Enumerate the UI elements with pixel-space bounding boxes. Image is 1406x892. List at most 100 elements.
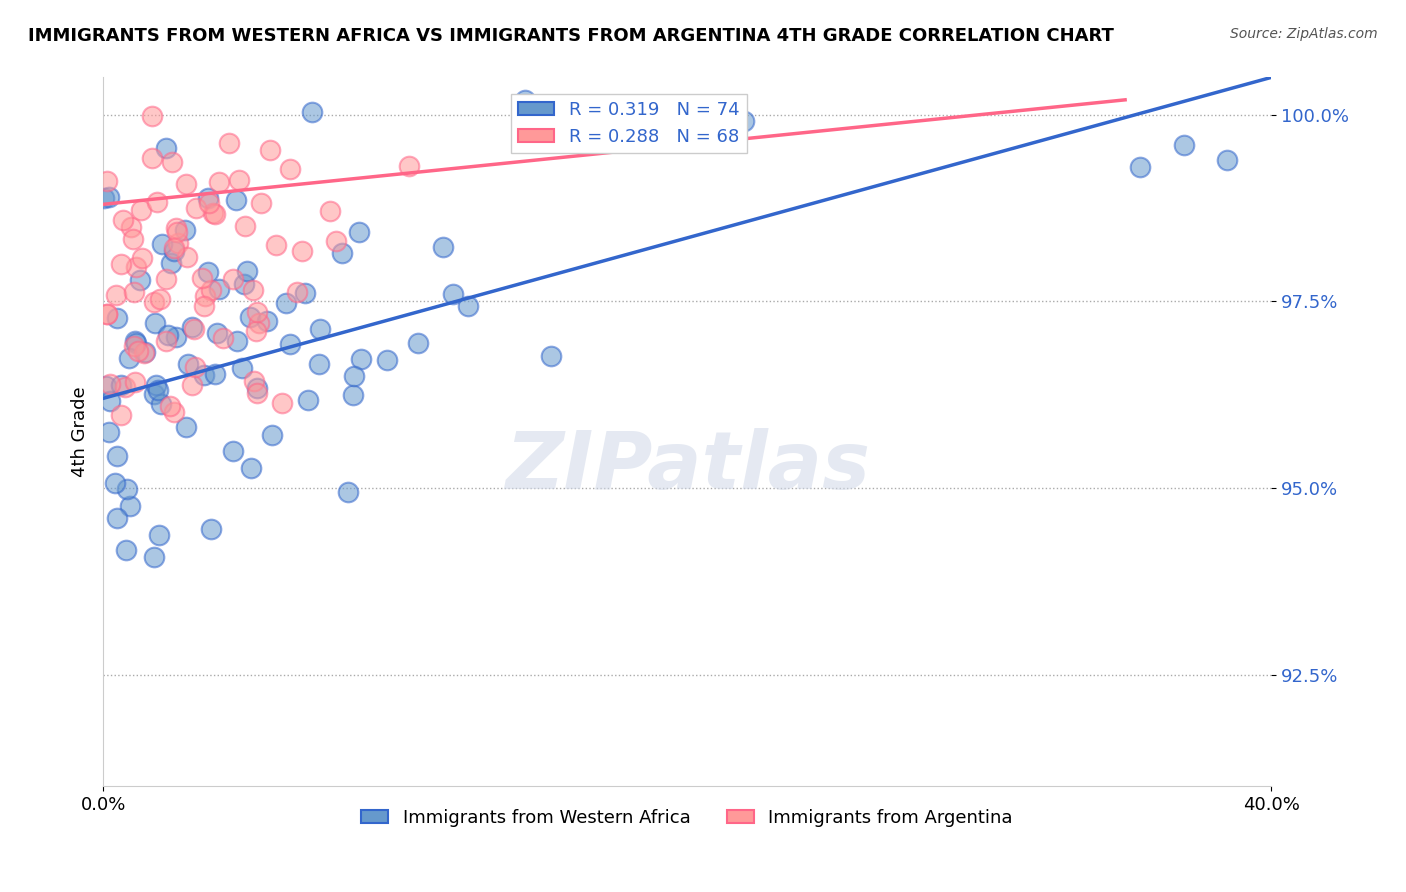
Point xyxy=(122,285,145,299)
Point xyxy=(242,283,264,297)
Point xyxy=(375,353,398,368)
Point xyxy=(245,381,267,395)
Point xyxy=(291,244,314,258)
Point xyxy=(197,265,219,279)
Point xyxy=(156,327,179,342)
Point xyxy=(457,299,479,313)
Point xyxy=(124,260,146,275)
Point xyxy=(1173,137,1195,152)
Point xyxy=(104,288,127,302)
Point xyxy=(143,386,166,401)
Point xyxy=(129,202,152,217)
Point xyxy=(165,329,187,343)
Point xyxy=(96,379,118,393)
Legend: Immigrants from Western Africa, Immigrants from Argentina: Immigrants from Western Africa, Immigran… xyxy=(354,802,1019,834)
Point xyxy=(155,334,177,348)
Point xyxy=(155,272,177,286)
Point xyxy=(124,376,146,390)
Point xyxy=(247,316,270,330)
Text: ZIPatlas: ZIPatlas xyxy=(505,428,870,507)
Point xyxy=(124,339,146,353)
Point xyxy=(278,162,301,177)
Point xyxy=(155,141,177,155)
Point xyxy=(120,499,142,513)
Point xyxy=(278,336,301,351)
Point xyxy=(336,485,359,500)
Point xyxy=(207,326,229,341)
Point xyxy=(204,207,226,221)
Point xyxy=(110,257,132,271)
Point xyxy=(160,256,183,270)
Point xyxy=(122,232,145,246)
Point xyxy=(246,305,269,319)
Point xyxy=(233,219,256,234)
Point xyxy=(201,206,224,220)
Point xyxy=(143,294,166,309)
Point xyxy=(176,251,198,265)
Point xyxy=(110,408,132,422)
Point xyxy=(222,272,245,286)
Point xyxy=(105,310,128,325)
Point xyxy=(118,351,141,365)
Point xyxy=(141,151,163,165)
Point xyxy=(342,388,364,402)
Point xyxy=(325,234,347,248)
Point xyxy=(96,307,118,321)
Point xyxy=(226,334,249,348)
Point xyxy=(141,109,163,123)
Point xyxy=(193,368,215,382)
Point xyxy=(239,310,262,325)
Point xyxy=(212,331,235,345)
Point xyxy=(124,336,146,351)
Point xyxy=(350,352,373,367)
Point xyxy=(174,222,197,236)
Point xyxy=(112,213,135,227)
Point xyxy=(181,319,204,334)
Point xyxy=(222,443,245,458)
Point xyxy=(256,313,278,327)
Point xyxy=(239,460,262,475)
Point xyxy=(98,190,121,204)
Point xyxy=(513,93,536,107)
Point xyxy=(398,159,420,173)
Point xyxy=(249,195,271,210)
Point xyxy=(308,358,330,372)
Point xyxy=(208,175,231,189)
Y-axis label: 4th Grade: 4th Grade xyxy=(72,386,89,477)
Point xyxy=(194,289,217,303)
Point xyxy=(148,528,170,542)
Point xyxy=(162,405,184,419)
Point xyxy=(208,282,231,296)
Point xyxy=(319,203,342,218)
Point xyxy=(145,378,167,392)
Point xyxy=(259,143,281,157)
Point xyxy=(245,324,267,338)
Point xyxy=(98,376,121,391)
Point xyxy=(98,394,121,409)
Point xyxy=(309,322,332,336)
Point xyxy=(260,428,283,442)
Text: IMMIGRANTS FROM WESTERN AFRICA VS IMMIGRANTS FROM ARGENTINA 4TH GRADE CORRELATIO: IMMIGRANTS FROM WESTERN AFRICA VS IMMIGR… xyxy=(28,27,1114,45)
Point xyxy=(733,114,755,128)
Point xyxy=(93,191,115,205)
Point xyxy=(264,238,287,252)
Point xyxy=(285,285,308,300)
Point xyxy=(114,543,136,558)
Point xyxy=(191,270,214,285)
Point xyxy=(294,286,316,301)
Point xyxy=(276,296,298,310)
Point xyxy=(142,549,165,564)
Point xyxy=(540,349,562,363)
Point xyxy=(270,395,292,409)
Point xyxy=(163,244,186,258)
Point xyxy=(232,277,254,291)
Point xyxy=(163,241,186,255)
Point xyxy=(200,522,222,536)
Point xyxy=(165,221,187,235)
Text: Source: ZipAtlas.com: Source: ZipAtlas.com xyxy=(1230,27,1378,41)
Point xyxy=(149,292,172,306)
Point xyxy=(204,367,226,381)
Point xyxy=(177,357,200,371)
Point xyxy=(183,322,205,336)
Point xyxy=(115,483,138,497)
